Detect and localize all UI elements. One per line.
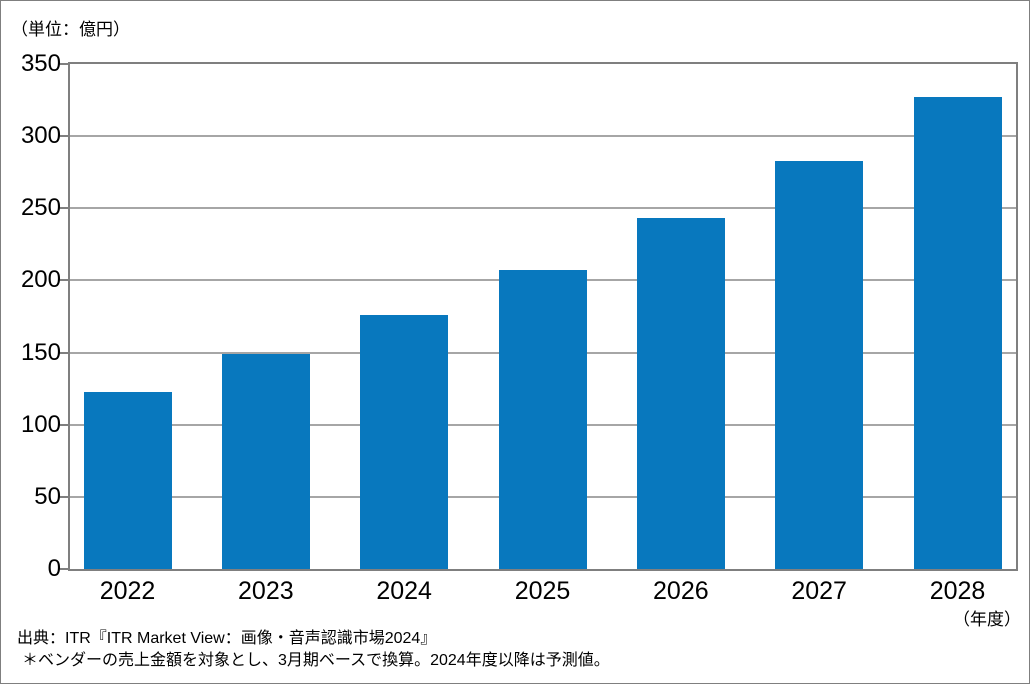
- y-tick-mark-200: [60, 279, 68, 282]
- x-tick-label-2025: 2025: [514, 577, 571, 605]
- bar-2026: [636, 218, 725, 569]
- bar-2027: [775, 160, 864, 569]
- y-tick-label-200: 200: [20, 266, 61, 294]
- y-tick-mark-0: [60, 568, 68, 570]
- gridline-300: [70, 135, 1016, 138]
- y-tick-label-250: 250: [20, 194, 61, 222]
- bar-2023: [221, 354, 310, 569]
- source-text: 出典：ITR『ITR Market View：画像・音声認識市場2024』: [17, 630, 437, 647]
- y-tick-mark-350: [60, 63, 68, 65]
- y-tick-mark-300: [60, 135, 68, 138]
- x-tick-label-2024: 2024: [376, 577, 432, 605]
- y-tick-label-50: 50: [34, 482, 61, 510]
- x-tick-label-2026: 2026: [653, 577, 709, 605]
- x-tick-label-2023: 2023: [238, 577, 294, 605]
- y-tick-mark-250: [60, 207, 68, 210]
- gridline-250: [70, 207, 1016, 210]
- plot-area: [68, 62, 1018, 571]
- x-tick-label-2027: 2027: [791, 577, 847, 605]
- y-axis-unit-label: （単位：億円）: [11, 20, 130, 39]
- x-tick-label-2028: 2028: [929, 577, 986, 605]
- note-text: ＊ベンダーの売上金額を対象とし、3月期ベースで換算。2024年度以降は予測値。: [22, 652, 610, 669]
- y-tick-label-150: 150: [20, 338, 61, 366]
- footnote: 出典：ITR『ITR Market View：画像・音声認識市場2024』 ＊ベ…: [17, 628, 610, 672]
- y-tick-mark-50: [60, 495, 68, 498]
- y-tick-label-100: 100: [20, 410, 61, 438]
- bar-2024: [360, 315, 449, 569]
- y-tick-mark-100: [60, 423, 68, 426]
- y-tick-label-300: 300: [20, 122, 61, 150]
- x-axis-unit-label: （年度）: [953, 610, 1021, 629]
- bar-2022: [83, 391, 172, 569]
- bar-2028: [913, 97, 1002, 569]
- y-tick-label-350: 350: [20, 50, 61, 77]
- y-tick-mark-150: [60, 351, 68, 354]
- bar-2025: [498, 270, 587, 569]
- y-tick-label-0: 0: [47, 555, 61, 582]
- x-tick-label-2022: 2022: [99, 577, 156, 605]
